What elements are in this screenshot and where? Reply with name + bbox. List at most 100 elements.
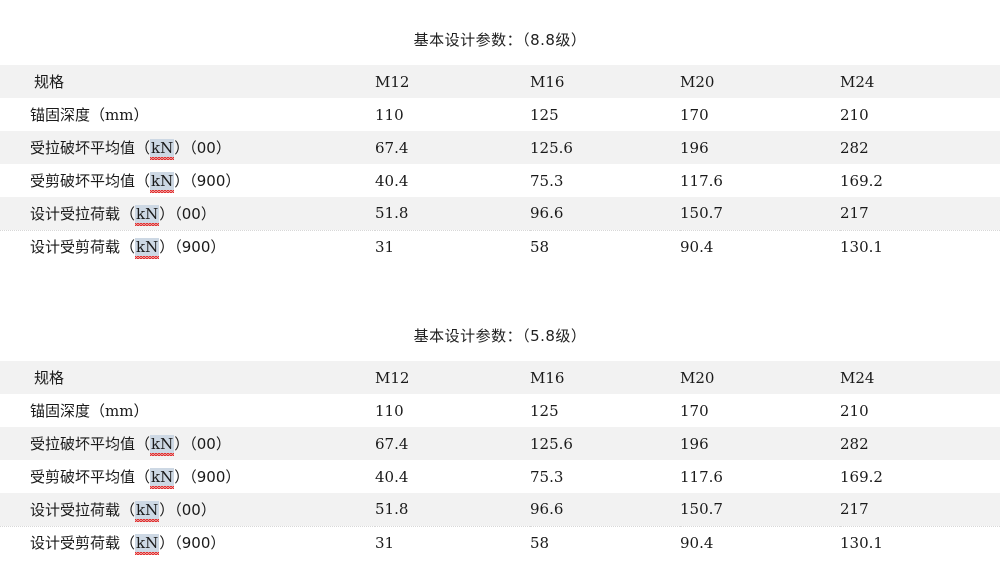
spellcheck-token-kn: kN — [135, 204, 160, 223]
row-label-suffix: ）（00） — [159, 204, 216, 223]
column-header-m16: M16 — [530, 368, 565, 387]
column-header-m16: M16 — [530, 72, 565, 91]
row-label-suffix: ）（900） — [174, 468, 241, 486]
cell-m16: 58 — [530, 229, 680, 263]
table-row: 设计受拉荷载（kN）（00） 51.8 96.6 150.7 217 — [0, 197, 1000, 230]
row-label-suffix: ）（900） — [174, 172, 241, 190]
row-label: 受剪破坏平均值（kN）（900） — [0, 460, 375, 493]
row-label: 锚固深度（mm） — [0, 394, 375, 427]
column-header-m24: M24 — [840, 72, 875, 91]
row-label: 设计受拉荷载（kN）（00） — [0, 493, 375, 526]
row-label-suffix: ）（00） — [174, 435, 231, 453]
spec-table-5-8: 规格 M12 M16 M20 M24 锚固深度（mm） 110 125 170 … — [0, 361, 1000, 559]
table-block-5-8: 基本设计参数：（5.8级） 规格 M12 M16 M20 M24 锚固深度（mm… — [0, 296, 1000, 559]
row-label-prefix: 锚固深度（ — [30, 402, 106, 420]
cell-m16: 125.6 — [530, 434, 573, 453]
row-label: 设计受剪荷载（kN）（900） — [0, 229, 375, 263]
row-label-prefix: 受拉破坏平均值（ — [30, 139, 151, 157]
cell-m24: 130.1 — [840, 229, 1000, 263]
cell-m16: 58 — [530, 525, 680, 559]
cell-m24: 210 — [840, 105, 869, 124]
cell-m20: 170 — [680, 401, 709, 420]
row-label-prefix: 设计受剪荷载（ — [30, 534, 136, 553]
row-label-suffix: ） — [133, 402, 149, 420]
cell-m20: 150.7 — [680, 204, 723, 223]
table-body: 锚固深度（mm） 110 125 170 210 受拉破坏平均值（kN）（00）… — [0, 98, 1000, 263]
row-label: 锚固深度（mm） — [0, 98, 375, 131]
row-label-prefix: 设计受拉荷载（ — [30, 500, 136, 519]
spellcheck-token-kn: kN — [150, 435, 175, 453]
cell-m12: 67.4 — [375, 138, 409, 157]
cell-m24: 282 — [840, 434, 869, 453]
spellcheck-token-kn: kN — [135, 238, 160, 257]
cell-m24: 169.2 — [840, 171, 883, 190]
row-label-prefix: 设计受拉荷载（ — [30, 204, 136, 223]
table-block-8-8: 基本设计参数：（8.8级） 规格 M12 M16 M20 M24 锚固深度（mm… — [0, 0, 1000, 263]
row-label-prefix: 受剪破坏平均值（ — [30, 468, 151, 486]
cell-m20: 117.6 — [680, 467, 723, 486]
cell-m16: 75.3 — [530, 467, 564, 486]
cell-m12: 31 — [375, 229, 530, 263]
cell-m12: 110 — [375, 105, 404, 124]
cell-m16: 75.3 — [530, 171, 564, 190]
column-header-m20: M20 — [680, 368, 715, 387]
row-label-suffix: ）（900） — [159, 534, 226, 553]
spellcheck-token-kn: kN — [150, 139, 175, 157]
table-row: 锚固深度（mm） 110 125 170 210 — [0, 394, 1000, 427]
cell-m12: 51.8 — [375, 204, 409, 223]
table-header: 规格 M12 M16 M20 M24 — [0, 65, 1000, 98]
row-label-unit: mm — [105, 402, 134, 420]
row-label: 设计受拉荷载（kN）（00） — [0, 197, 375, 230]
table-row: 受拉破坏平均值（kN）（00） 67.4 125.6 196 282 — [0, 427, 1000, 460]
row-label-suffix: ）（900） — [159, 238, 226, 257]
cell-m20: 90.4 — [680, 229, 840, 263]
spellcheck-token-kn: kN — [150, 172, 175, 190]
cell-m20: 196 — [680, 434, 709, 453]
row-label-suffix: ）（00） — [159, 500, 216, 519]
cell-m16: 96.6 — [530, 204, 564, 223]
cell-m16: 125 — [530, 105, 559, 124]
column-header-m20: M20 — [680, 72, 715, 91]
row-label-prefix: 受剪破坏平均值（ — [30, 172, 151, 190]
cell-m16: 125.6 — [530, 138, 573, 157]
cell-m16: 125 — [530, 401, 559, 420]
column-header-m12: M12 — [375, 72, 410, 91]
cell-m12: 40.4 — [375, 171, 409, 190]
column-header-spec: 规格 — [34, 369, 65, 387]
row-label-suffix: ） — [133, 106, 149, 124]
cell-m20: 170 — [680, 105, 709, 124]
table-title: 基本设计参数：（8.8级） — [413, 31, 587, 49]
row-label: 受拉破坏平均值（kN）（00） — [0, 427, 375, 460]
spellcheck-token-kn: kN — [150, 468, 175, 486]
cell-m20: 117.6 — [680, 171, 723, 190]
table-header-row: 规格 M12 M16 M20 M24 — [0, 65, 1000, 98]
cell-m12: 31 — [375, 525, 530, 559]
table-row: 锚固深度（mm） 110 125 170 210 — [0, 98, 1000, 131]
row-label: 受剪破坏平均值（kN）（900） — [0, 164, 375, 197]
table-body: 锚固深度（mm） 110 125 170 210 受拉破坏平均值（kN）（00）… — [0, 394, 1000, 559]
column-header-spec: 规格 — [34, 73, 65, 91]
cell-m12: 51.8 — [375, 500, 409, 519]
cell-m24: 169.2 — [840, 467, 883, 486]
table-title: 基本设计参数：（5.8级） — [413, 327, 587, 345]
table-row: 受剪破坏平均值（kN）（900） 40.4 75.3 117.6 169.2 — [0, 460, 1000, 493]
table-row: 受剪破坏平均值（kN）（900） 40.4 75.3 117.6 169.2 — [0, 164, 1000, 197]
cell-m24: 217 — [840, 204, 869, 223]
table-row: 设计受拉荷载（kN）（00） 51.8 96.6 150.7 217 — [0, 493, 1000, 526]
column-header-m24: M24 — [840, 368, 875, 387]
table-header: 规格 M12 M16 M20 M24 — [0, 361, 1000, 394]
table-row: 设计受剪荷载（kN）（900） 31 58 90.4 130.1 — [0, 229, 1000, 263]
row-label-prefix: 设计受剪荷载（ — [30, 238, 136, 257]
cell-m12: 67.4 — [375, 434, 409, 453]
row-label-suffix: ）（00） — [174, 139, 231, 157]
row-label-unit: mm — [105, 106, 134, 124]
row-label-prefix: 锚固深度（ — [30, 106, 106, 124]
table-header-row: 规格 M12 M16 M20 M24 — [0, 361, 1000, 394]
spellcheck-token-kn: kN — [135, 534, 160, 553]
row-label: 受拉破坏平均值（kN）（00） — [0, 131, 375, 164]
cell-m12: 110 — [375, 401, 404, 420]
cell-m24: 210 — [840, 401, 869, 420]
table-row: 受拉破坏平均值（kN）（00） 67.4 125.6 196 282 — [0, 131, 1000, 164]
row-label-prefix: 受拉破坏平均值（ — [30, 435, 151, 453]
